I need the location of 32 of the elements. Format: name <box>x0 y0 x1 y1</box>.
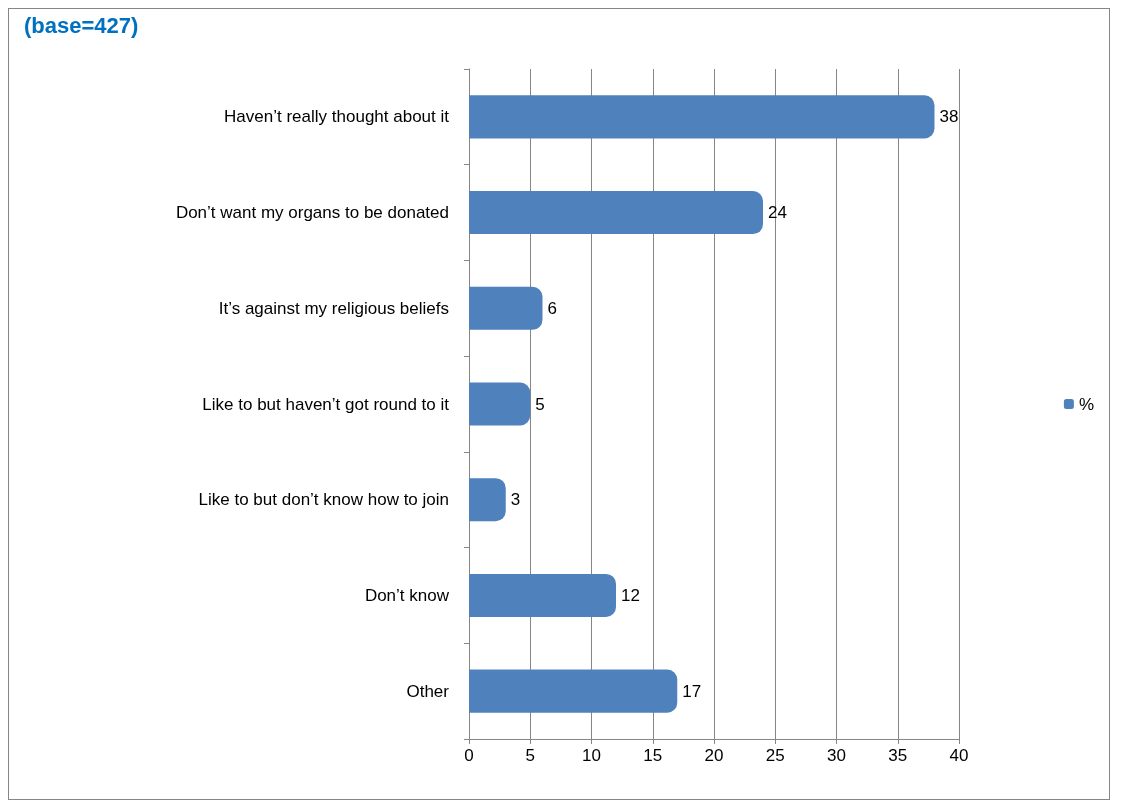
data-label: 5 <box>535 394 545 414</box>
x-tick-label: 5 <box>525 746 535 765</box>
bar <box>469 95 935 139</box>
x-tick-label: 25 <box>765 746 785 765</box>
data-label: 3 <box>510 490 521 510</box>
bar <box>469 382 531 426</box>
bar <box>469 286 543 330</box>
data-label: 12 <box>621 585 640 605</box>
text: (base=427) <box>24 12 139 38</box>
y-tick-label: Other <box>406 681 450 701</box>
bar <box>469 669 678 713</box>
x-tick-label: 10 <box>582 746 601 765</box>
legend-label: % <box>1078 394 1095 414</box>
y-tick-label: Don’t know <box>364 585 450 605</box>
x-tick-label: 35 <box>888 746 908 765</box>
bar <box>469 191 763 235</box>
y-tick-label: Haven’t really thought about it <box>224 107 450 127</box>
bar <box>469 478 506 522</box>
x-tick-label: 15 <box>643 746 663 765</box>
x-tick-label: 30 <box>827 746 846 765</box>
x-tick-label: 0 <box>464 746 474 765</box>
x-tick-label: 20 <box>704 746 724 765</box>
y-tick-label: Like to but don’t know how to join <box>198 490 449 510</box>
data-label: 6 <box>547 298 557 318</box>
data-label: 24 <box>768 203 787 223</box>
bar <box>469 573 616 617</box>
x-tick-label: 40 <box>949 746 969 765</box>
data-label: 38 <box>939 107 959 127</box>
y-tick-label: Don’t want my organs to be donated <box>175 203 449 223</box>
y-tick-label: It’s against my religious beliefs <box>218 298 449 318</box>
y-tick-label: Like to but haven’t got round to it <box>202 394 450 414</box>
data-label: 17 <box>682 681 702 701</box>
